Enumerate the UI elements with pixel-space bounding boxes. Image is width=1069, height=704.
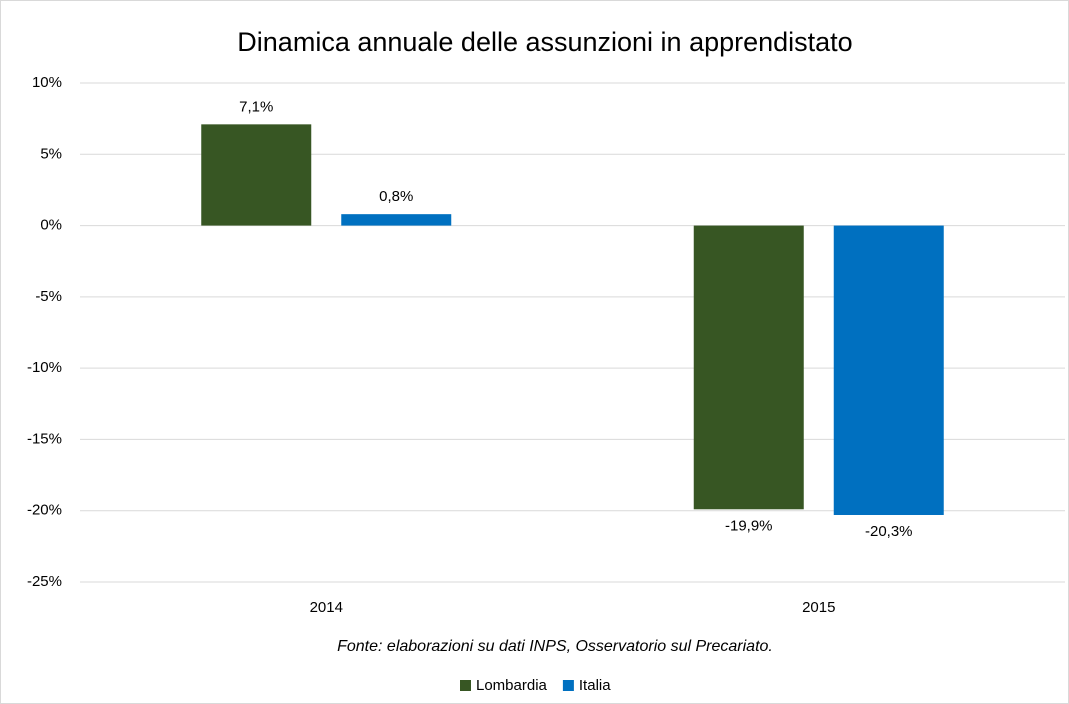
y-tick-label: -10% <box>27 359 62 376</box>
bar <box>833 225 944 515</box>
y-tick-label: -5% <box>35 288 62 305</box>
legend-swatch <box>562 680 574 691</box>
legend-label: Lombardia <box>476 677 548 694</box>
bar <box>693 225 804 510</box>
y-tick-label: -20% <box>27 502 62 519</box>
value-label: -20,3% <box>865 523 913 540</box>
value-label: 0,8% <box>379 188 413 205</box>
bar <box>341 214 452 226</box>
y-tick-label: -25% <box>27 573 62 590</box>
legend-label: Italia <box>579 677 611 694</box>
value-label: -19,9% <box>725 517 773 534</box>
chart-title: Dinamica annuale delle assunzioni in app… <box>237 27 852 57</box>
bar <box>201 124 312 226</box>
value-label: 7,1% <box>239 98 273 115</box>
x-tick-label: 2015 <box>802 599 835 616</box>
y-tick-label: -15% <box>27 430 62 447</box>
y-tick-label: 0% <box>40 217 62 234</box>
x-tick-label: 2014 <box>310 599 343 616</box>
legend-swatch <box>460 680 471 691</box>
y-tick-label: 5% <box>40 145 62 162</box>
y-tick-label: 10% <box>32 74 62 91</box>
source-note: Fonte: elaborazioni su dati INPS, Osserv… <box>337 638 773 655</box>
